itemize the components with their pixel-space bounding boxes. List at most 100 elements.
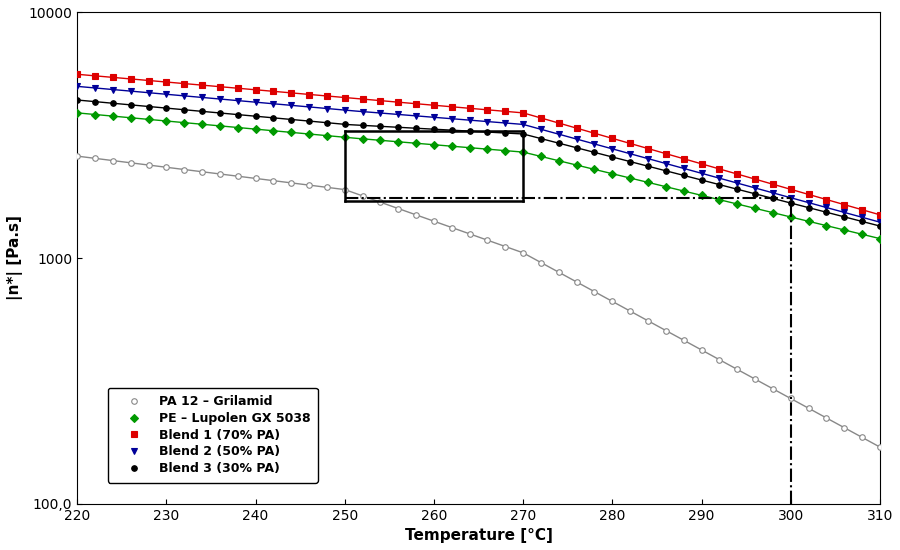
Blend 3 (30% PA) [303,118,314,124]
Blend 1 (70% PA) [214,84,225,90]
Blend 1 (70% PA) [375,97,386,104]
PA 12 – Grilamid [303,182,314,189]
PA 12 – Grilamid [536,259,546,266]
Blend 3 (30% PA) [518,131,528,138]
PA 12 – Grilamid [250,175,261,182]
PA 12 – Grilamid [428,218,439,224]
PA 12 – Grilamid [786,395,796,402]
PE – Lupolen GX 5038 [321,133,332,139]
Blend 2 (50% PA) [696,170,706,177]
Blend 3 (30% PA) [161,105,172,112]
Blend 1 (70% PA) [125,76,136,82]
Blend 2 (50% PA) [518,121,528,128]
Blend 3 (30% PA) [768,195,778,202]
Blend 3 (30% PA) [590,149,600,156]
PA 12 – Grilamid [679,337,689,344]
Blend 2 (50% PA) [786,194,796,201]
Blend 1 (70% PA) [393,99,404,106]
PE – Lupolen GX 5038 [750,205,760,212]
Line: Blend 1 (70% PA): Blend 1 (70% PA) [75,72,883,218]
PE – Lupolen GX 5038 [90,111,101,118]
Blend 1 (70% PA) [643,145,653,152]
Blend 2 (50% PA) [643,155,653,162]
Blend 3 (30% PA) [250,113,261,119]
Blend 1 (70% PA) [446,103,457,110]
Blend 1 (70% PA) [232,85,243,92]
Blend 3 (30% PA) [197,108,208,115]
PA 12 – Grilamid [339,186,350,193]
PE – Lupolen GX 5038 [232,124,243,131]
Blend 3 (30% PA) [803,204,814,211]
Blend 1 (70% PA) [428,102,439,108]
PE – Lupolen GX 5038 [643,179,653,186]
Blend 2 (50% PA) [839,209,850,216]
Blend 3 (30% PA) [321,119,332,126]
PA 12 – Grilamid [321,184,332,191]
Blend 1 (70% PA) [482,107,493,113]
Blend 3 (30% PA) [143,103,154,110]
PA 12 – Grilamid [393,205,404,212]
PE – Lupolen GX 5038 [590,166,600,173]
Blend 2 (50% PA) [554,131,564,138]
Blend 3 (30% PA) [643,163,653,169]
Blend 2 (50% PA) [607,146,617,152]
PE – Lupolen GX 5038 [875,235,886,242]
Blend 3 (30% PA) [179,107,190,113]
PA 12 – Grilamid [90,155,101,162]
Blend 3 (30% PA) [821,209,832,216]
PA 12 – Grilamid [410,212,421,218]
PE – Lupolen GX 5038 [696,192,706,199]
Blend 1 (70% PA) [572,125,582,131]
PA 12 – Grilamid [125,160,136,166]
Blend 3 (30% PA) [661,168,671,174]
Blend 3 (30% PA) [214,110,225,117]
PA 12 – Grilamid [446,224,457,231]
Blend 2 (50% PA) [821,204,832,211]
Blend 1 (70% PA) [90,73,101,79]
Blend 2 (50% PA) [357,108,368,115]
PA 12 – Grilamid [590,288,600,295]
X-axis label: Temperature [°C]: Temperature [°C] [405,528,553,543]
Blend 1 (70% PA) [768,181,778,188]
PA 12 – Grilamid [554,269,564,276]
Blend 2 (50% PA) [679,165,689,172]
PE – Lupolen GX 5038 [125,114,136,121]
Blend 1 (70% PA) [875,212,886,218]
Blend 2 (50% PA) [393,111,404,118]
Blend 2 (50% PA) [179,92,190,99]
Blend 1 (70% PA) [821,196,832,203]
Blend 2 (50% PA) [197,94,208,101]
PA 12 – Grilamid [197,168,208,175]
Blend 1 (70% PA) [607,135,617,142]
Blend 1 (70% PA) [590,130,600,136]
Blend 1 (70% PA) [250,86,261,93]
PA 12 – Grilamid [607,298,617,305]
Blend 1 (70% PA) [179,80,190,87]
Blend 3 (30% PA) [857,218,868,225]
Blend 1 (70% PA) [321,93,332,100]
Line: PE – Lupolen GX 5038: PE – Lupolen GX 5038 [75,110,883,241]
Blend 2 (50% PA) [321,105,332,112]
PE – Lupolen GX 5038 [821,222,832,229]
Blend 1 (70% PA) [107,74,118,81]
Blend 2 (50% PA) [303,104,314,111]
Blend 1 (70% PA) [286,90,297,96]
Blend 2 (50% PA) [857,214,868,221]
PA 12 – Grilamid [839,424,850,431]
Blend 2 (50% PA) [90,85,101,91]
Blend 1 (70% PA) [72,71,83,78]
PE – Lupolen GX 5038 [303,131,314,138]
Blend 2 (50% PA) [750,185,760,191]
PA 12 – Grilamid [518,250,528,256]
PE – Lupolen GX 5038 [679,188,689,194]
Blend 1 (70% PA) [625,140,635,147]
PA 12 – Grilamid [232,173,243,179]
PA 12 – Grilamid [768,386,778,392]
Blend 1 (70% PA) [357,96,368,102]
PA 12 – Grilamid [143,162,154,168]
Blend 1 (70% PA) [679,156,689,162]
Blend 1 (70% PA) [732,170,742,177]
PE – Lupolen GX 5038 [536,153,546,159]
Blend 1 (70% PA) [661,150,671,157]
Blend 3 (30% PA) [679,172,689,179]
